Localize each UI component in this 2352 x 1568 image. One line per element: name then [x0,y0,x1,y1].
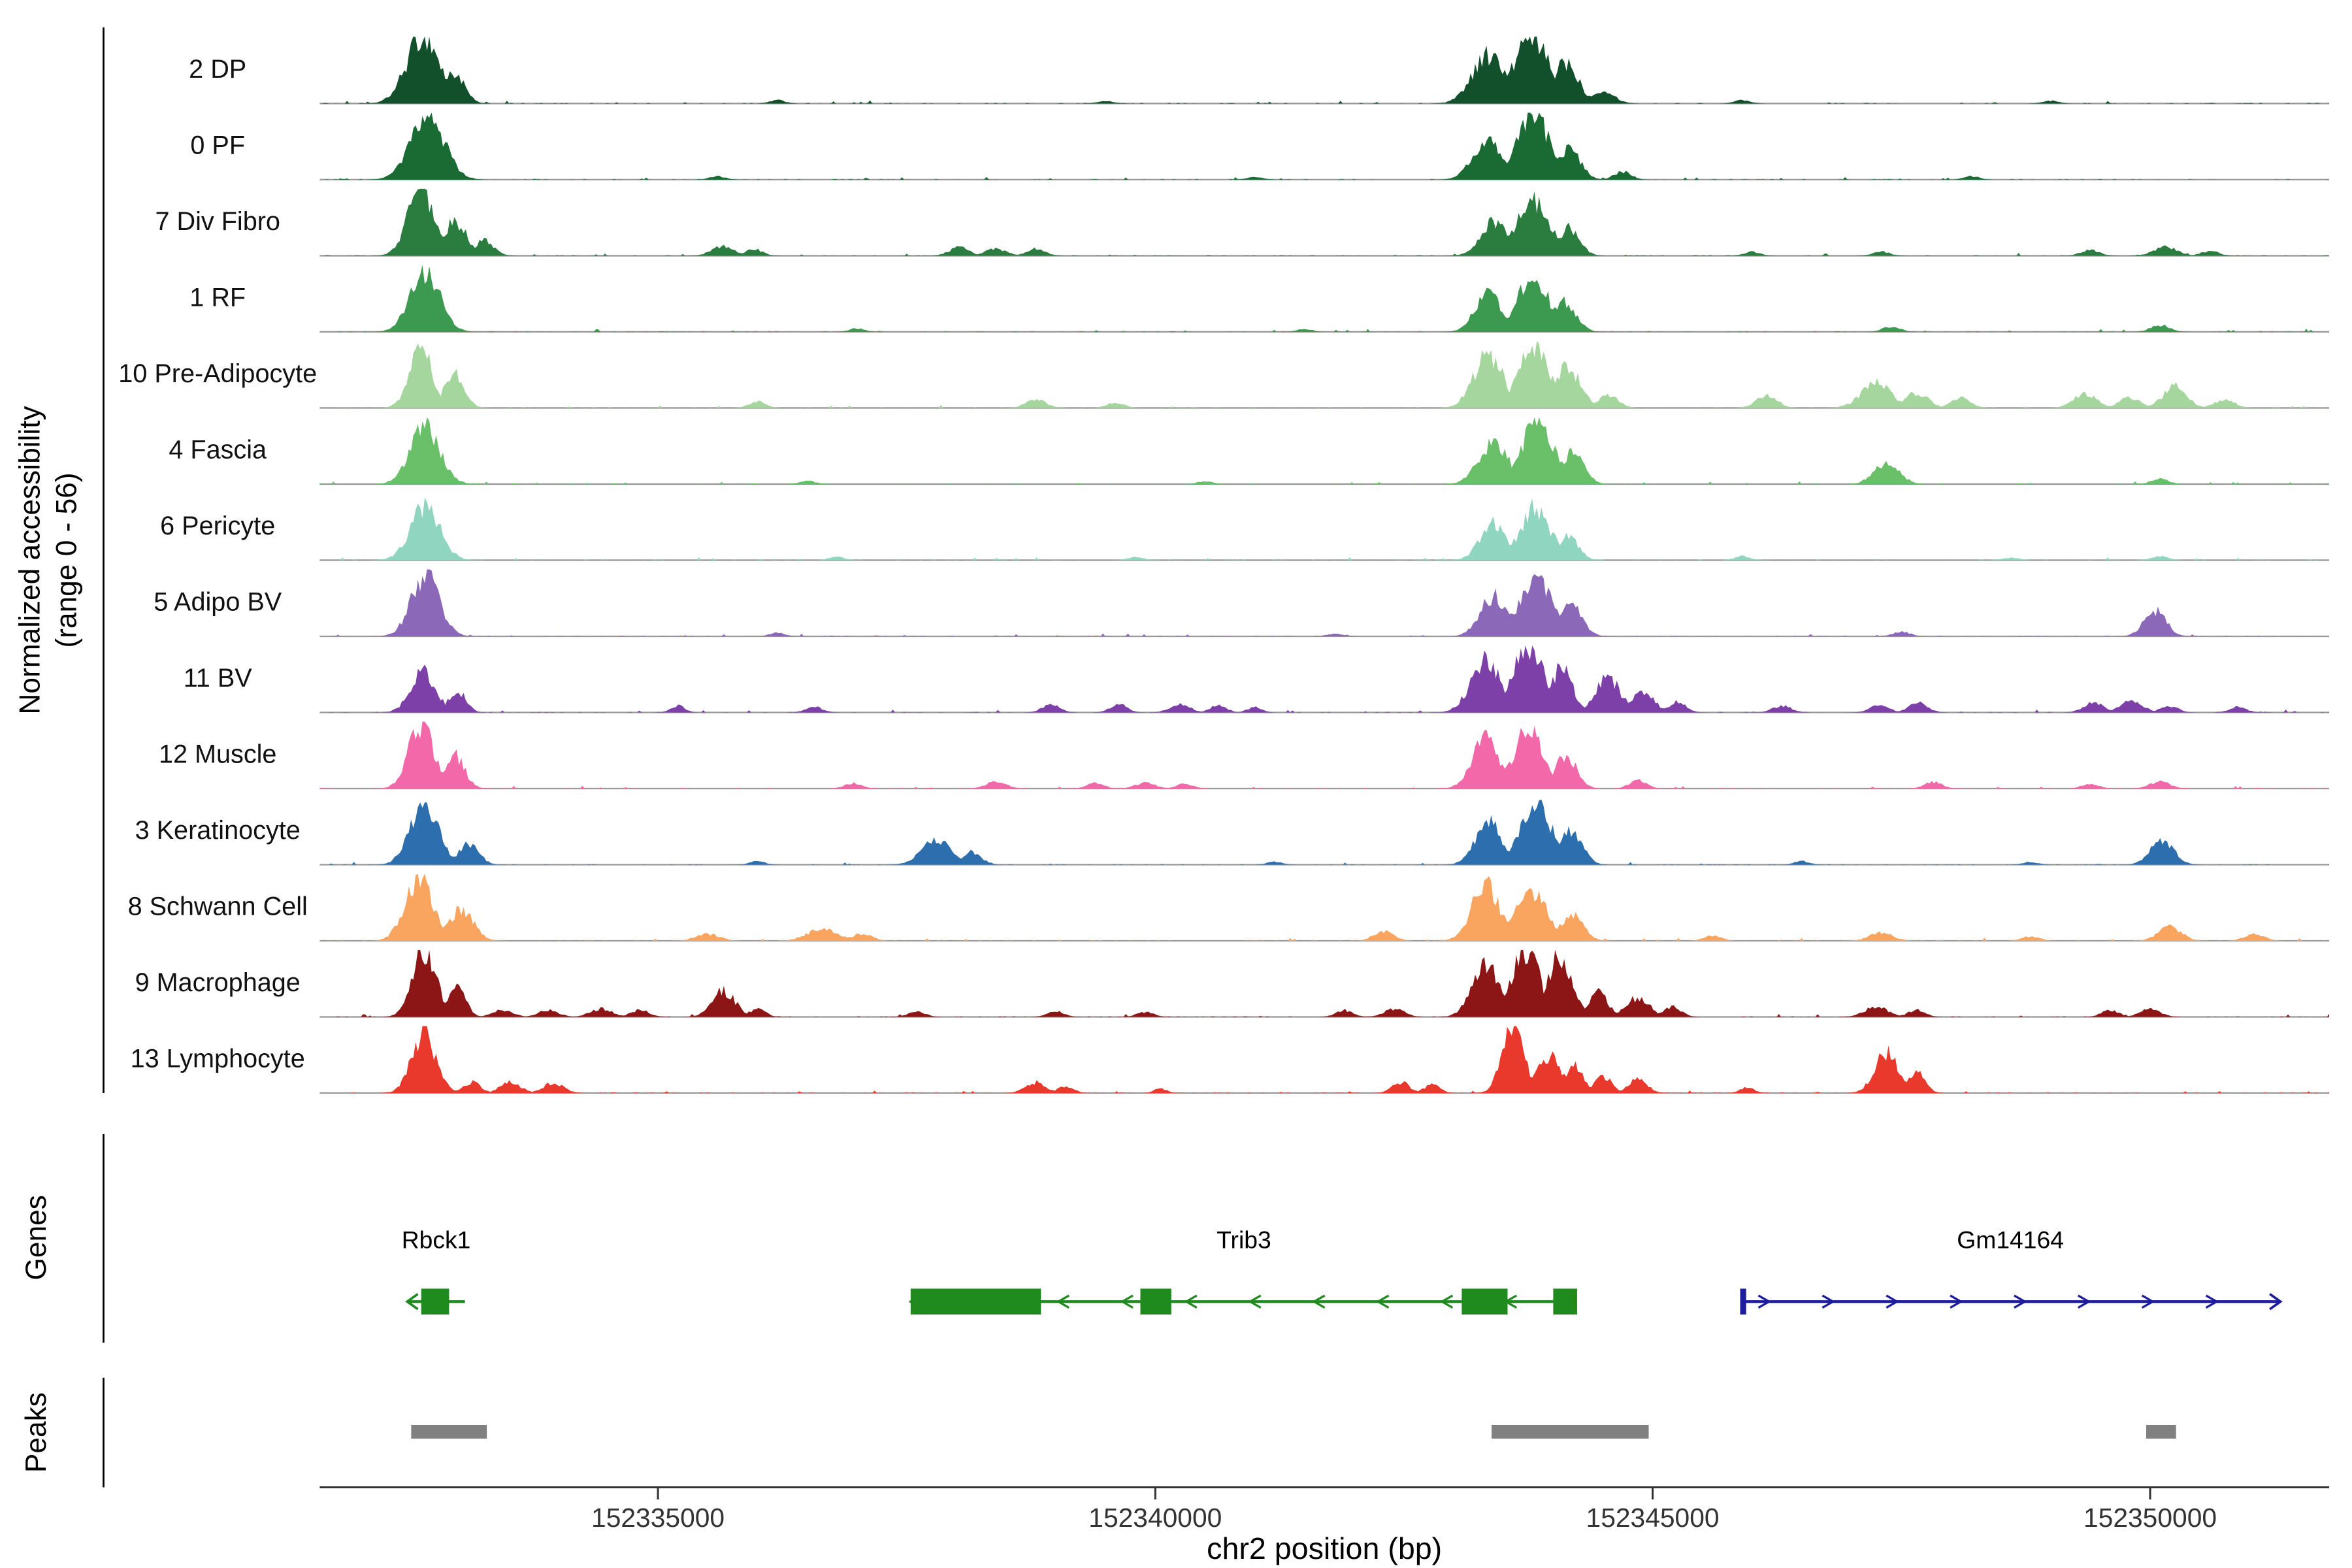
track-label: 2 DP [189,55,246,84]
gene-strand-chevron-icon [1821,1294,1835,1309]
gene-strand-chevron-icon [1312,1294,1326,1309]
track-label: 4 Fascia [169,435,267,464]
gene-exon [1553,1288,1577,1315]
gene-strand-chevron-icon [2014,1294,2027,1309]
gene-exon [421,1288,449,1315]
gene-strand-chevron-icon [2205,1294,2219,1309]
track-label: 9 Macrophage [135,968,301,997]
gene-label: Rbck1 [402,1226,471,1254]
x-axis: chr2 position (bp) 152335000 152340000 152… [319,1486,2330,1565]
gene-strand-chevron-icon [1886,1294,1899,1309]
track-label: 6 Pericyte [160,512,275,540]
peaks-section-label: Peaks [20,1392,52,1473]
track-label: 12 Muscle [159,740,277,768]
y-axis-label-line2: (range 0 - 56) [51,472,83,647]
x-tick-label: 152335000 [591,1503,725,1533]
y-axis: Normalized accessibility (range 0 - 56) [14,27,105,1094]
track-signal [319,569,2330,636]
gene-label: Gm14164 [1957,1226,2064,1254]
track-signal [319,497,2330,561]
peak-bar [2146,1424,2176,1439]
track-signal [319,188,2330,256]
peaks-section: Peaks [20,1377,105,1488]
track-label: 0 PF [190,131,245,159]
track-signal [319,721,2330,789]
gene-strand-chevron-icon [1248,1294,1262,1309]
track-label: 7 Div Fibro [155,207,280,236]
track-signal [319,417,2330,484]
track-signal [319,1026,2330,1094]
track-signal [319,340,2330,408]
gene-exon [1740,1288,1746,1315]
gene-end-arrow-icon [2269,1293,2283,1311]
peak-bar [1492,1424,1649,1439]
gene-strand-chevron-icon [1120,1294,1134,1309]
track-label: 3 Keratinocyte [135,816,301,845]
gene-end-arrow-icon [405,1293,419,1311]
y-axis-label-line1: Normalized accessibility [14,405,46,714]
x-tick-label: 152350000 [2083,1503,2217,1533]
track-label: 11 BV [184,664,253,693]
track-label: 13 Lymphocyte [131,1044,305,1073]
gene-strand-chevron-icon [1056,1294,1070,1309]
gene-strand-chevron-icon [1950,1294,1963,1309]
track-label: 5 Adipo BV [154,587,282,616]
genes-section: Genes [20,1134,105,1343]
gene-strand-chevron-icon [1757,1294,1772,1309]
x-tick-label: 152345000 [1586,1503,1720,1533]
track-label: 8 Schwann Cell [128,892,308,921]
genes-section-label: Genes [20,1195,52,1280]
gene-exon [1462,1288,1508,1315]
track-signal [319,36,2330,104]
track-signal [319,874,2330,941]
gene-strand-chevron-icon [2078,1294,2091,1309]
track-signal [319,949,2330,1017]
track-signal [319,112,2330,180]
gene-label: Trib3 [1217,1226,1271,1254]
track-signal [319,799,2330,865]
track-signal [319,645,2330,713]
gene-strand-chevron-icon [2141,1294,2155,1309]
x-tick-label: 152340000 [1088,1503,1222,1533]
track-label: 1 RF [189,283,246,312]
track-label: 10 Pre-Adipocyte [118,359,317,388]
gene-exon [910,1288,1041,1315]
gene-strand-chevron-icon [1184,1294,1198,1309]
genes-panel: Rbck1 Trib3 Gm14164 [402,1226,2283,1315]
gene-strand-chevron-icon [1375,1294,1390,1309]
gene-exon [1140,1288,1171,1315]
gene-strand-chevron-icon [1439,1294,1454,1309]
peak-bar [411,1424,487,1439]
tracks-panel: 2 DP 0 PF 7 Div Fibro 1 RF 10 Pre-Adipocyte 4… [118,36,2330,1094]
track-signal [319,265,2330,332]
x-axis-title: chr2 position (bp) [1207,1531,1442,1565]
peaks-panel [411,1424,2176,1439]
